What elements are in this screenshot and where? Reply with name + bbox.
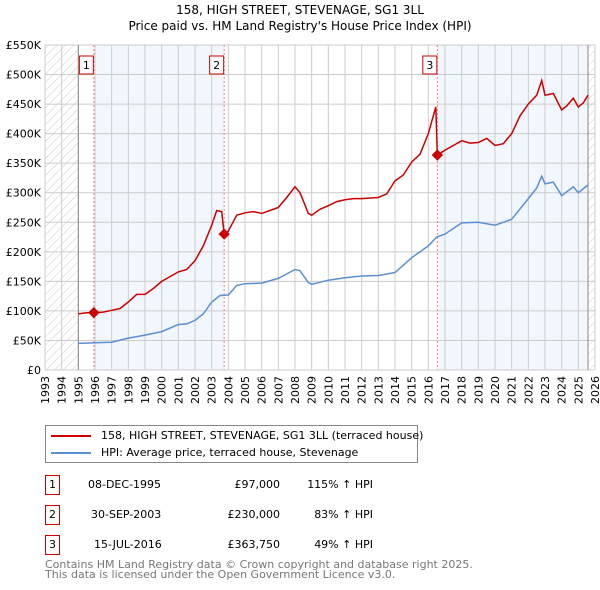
sale-date: 15-JUL-2016	[94, 538, 162, 551]
x-tick-label: 2013	[372, 376, 385, 404]
sale-marker-badge: 1	[45, 475, 60, 495]
x-tick-label: 2011	[339, 376, 352, 404]
sale-price: £97,000	[234, 478, 281, 491]
legend-swatch-blue	[51, 452, 91, 454]
no-data-hatch	[588, 45, 595, 370]
x-tick-label: 2018	[456, 376, 469, 404]
x-tick-label: 1998	[122, 376, 135, 404]
x-tick-label: 2004	[222, 376, 235, 404]
x-tick-label: 1997	[106, 376, 119, 404]
y-tick-label: £50K	[13, 334, 42, 347]
sale-price: £363,750	[227, 538, 281, 551]
x-tick-label: 2016	[422, 376, 435, 404]
footer-line-1: Contains HM Land Registry data © Crown c…	[45, 558, 473, 571]
table-row: 1 08-DEC-1995 £97,000 115% ↑ HPI	[45, 475, 465, 495]
x-tick-label: 1996	[89, 376, 102, 404]
sale-label-box	[422, 55, 438, 75]
x-tick-label: 2005	[239, 376, 252, 404]
y-tick-label: £300K	[6, 187, 42, 200]
y-tick-label: £500K	[6, 69, 42, 82]
y-tick-label: £400K	[6, 128, 42, 141]
x-tick-label: 1995	[72, 376, 85, 404]
sale-hpi-diff: 49% ↑ HPI	[314, 538, 373, 551]
x-tick-label: 2009	[306, 376, 319, 404]
table-row: 3 15-JUL-2016 £363,750 49% ↑ HPI	[45, 535, 465, 555]
legend-label: HPI: Average price, terraced house, Stev…	[101, 446, 359, 459]
sale-label-box	[209, 55, 225, 75]
y-tick-label: £250K	[6, 216, 42, 229]
x-tick-label: 2022	[522, 376, 535, 404]
y-tick-label: £350K	[6, 157, 42, 170]
sale-point-marker	[431, 149, 443, 161]
legend-swatch-red	[51, 435, 91, 437]
chart-title: 158, HIGH STREET, STEVENAGE, SG1 3LL Pri…	[0, 2, 600, 34]
shaded-region	[437, 45, 588, 370]
x-tick-label: 2015	[406, 376, 419, 404]
sale-label-box	[78, 55, 94, 75]
x-tick-label: 2006	[256, 376, 269, 404]
x-tick-label: 2001	[172, 376, 185, 404]
footer-line-2: This data is licensed under the Open Gov…	[45, 568, 396, 581]
x-tick-label: 2019	[472, 376, 485, 404]
x-tick-label: 2024	[556, 376, 569, 404]
hpi-line	[78, 174, 589, 345]
x-tick-label: 1999	[139, 376, 152, 404]
sale-date: 30-SEP-2003	[91, 508, 162, 521]
x-tick-label: 2008	[289, 376, 302, 404]
shaded-region	[93, 45, 225, 370]
footer-attribution: Contains HM Land Registry data © Crown c…	[45, 558, 473, 581]
x-tick-label: 2023	[539, 376, 552, 404]
y-tick-label: £0	[27, 364, 41, 377]
y-tick-label: £200K	[6, 246, 42, 259]
sale-hpi-diff: 115% ↑ HPI	[307, 478, 373, 491]
sale-price: £230,000	[227, 508, 281, 521]
x-tick-label: 1994	[56, 376, 69, 404]
legend-label: 158, HIGH STREET, STEVENAGE, SG1 3LL (te…	[101, 429, 424, 442]
x-tick-label: 2010	[322, 376, 335, 404]
property-price-line	[78, 77, 589, 315]
sale-label: 1	[83, 59, 90, 72]
chart-legend: 158, HIGH STREET, STEVENAGE, SG1 3LL (te…	[45, 425, 423, 463]
x-tick-label: 2021	[506, 376, 519, 404]
x-tick-label: 2000	[156, 376, 169, 404]
sale-point-marker	[218, 228, 230, 240]
table-row: 2 30-SEP-2003 £230,000 83% ↑ HPI	[45, 505, 465, 525]
y-tick-label: £450K	[6, 98, 42, 111]
x-tick-label: 2003	[206, 376, 219, 404]
x-tick-label: 2002	[189, 376, 202, 404]
sale-date: 08-DEC-1995	[88, 478, 162, 491]
x-tick-label: 2017	[439, 376, 452, 404]
x-tick-label: 2025	[572, 376, 585, 404]
y-tick-label: £100K	[6, 305, 42, 318]
x-tick-label: 2020	[489, 376, 502, 404]
x-tick-label: 2014	[389, 376, 402, 404]
y-tick-label: £550K	[6, 39, 42, 52]
x-tick-label: 2007	[272, 376, 285, 404]
sale-marker-badge: 3	[45, 535, 60, 555]
title-line-1: 158, HIGH STREET, STEVENAGE, SG1 3LL	[176, 3, 424, 17]
sale-marker-badge: 2	[45, 505, 60, 525]
x-tick-label: 2012	[356, 376, 369, 404]
x-tick-label: 2026	[589, 376, 600, 404]
title-line-2: Price paid vs. HM Land Registry's House …	[128, 19, 472, 33]
sale-label: 2	[213, 59, 220, 72]
y-tick-label: £150K	[6, 275, 42, 288]
x-tick-label: 1993	[39, 376, 52, 404]
price-chart: 1993 1994 1995 1996 1997 1998 1999 2000 2001 2002…	[6, 39, 600, 404]
sale-hpi-diff: 83% ↑ HPI	[314, 508, 373, 521]
sale-label: 3	[426, 59, 433, 72]
